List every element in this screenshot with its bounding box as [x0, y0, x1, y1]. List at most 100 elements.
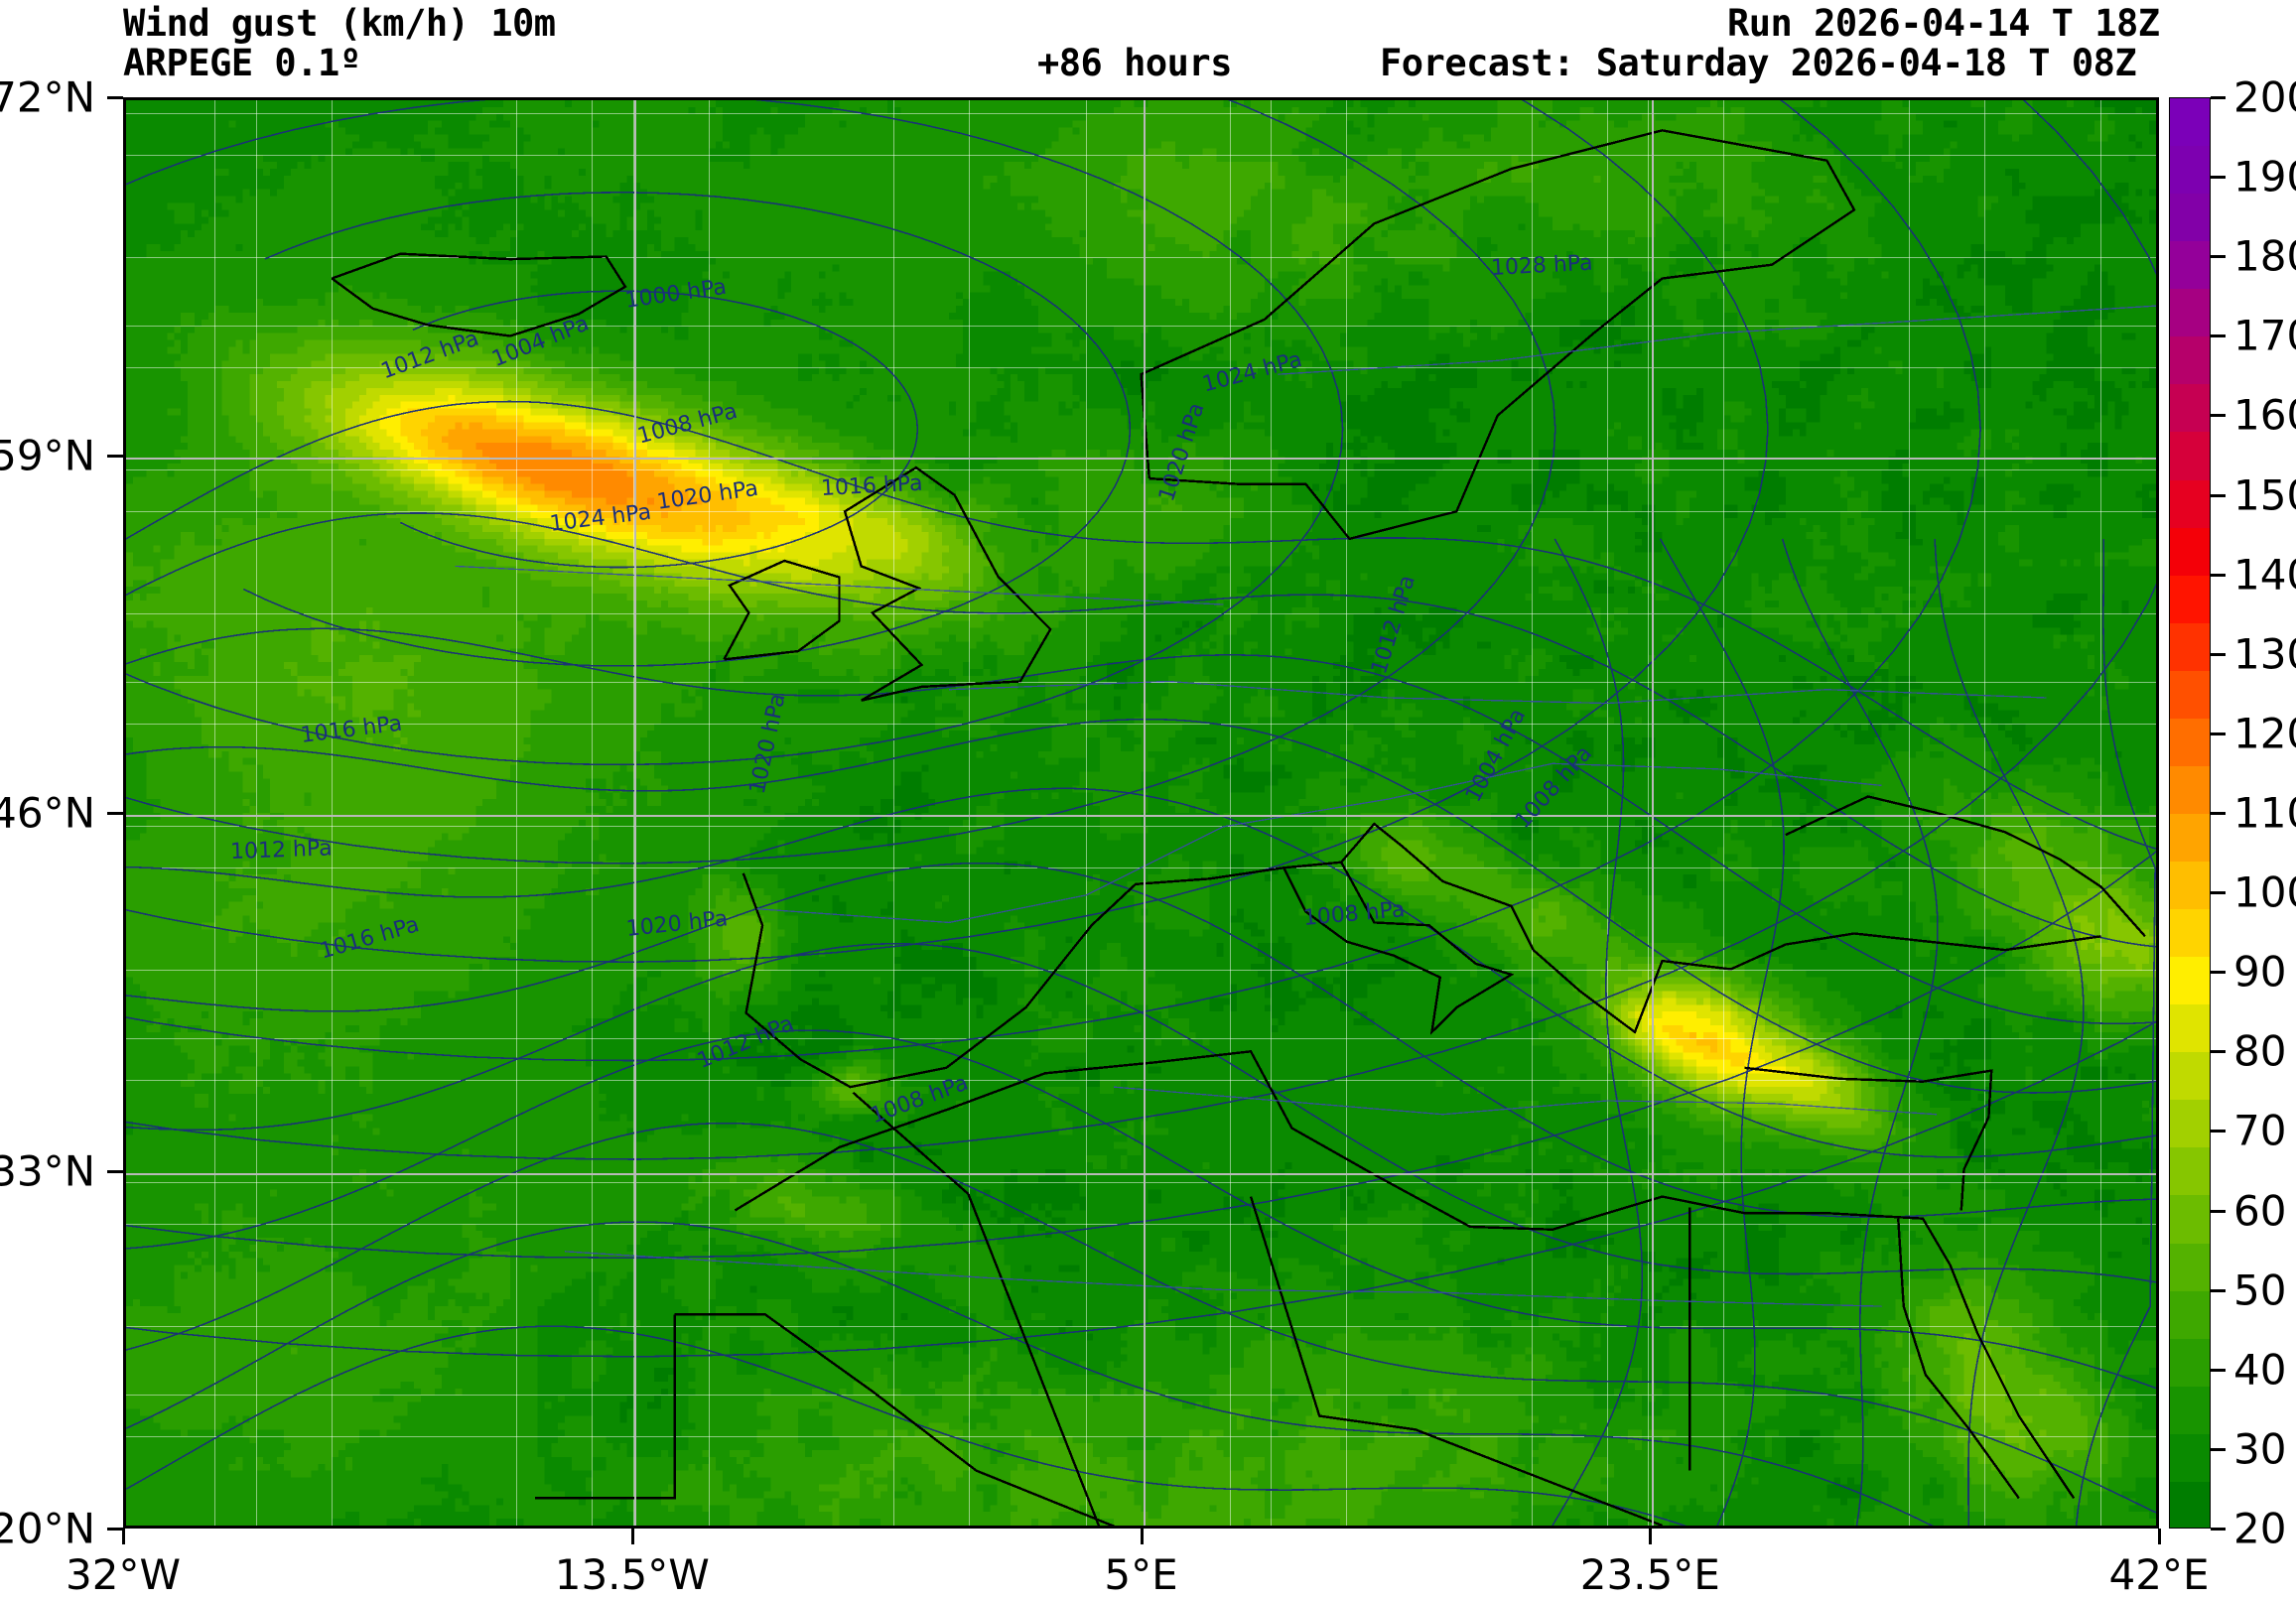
longitude-gridline: [633, 100, 636, 1526]
colorbar-segment: [2170, 146, 2210, 195]
colorbar-tick-label: 110: [2233, 788, 2296, 838]
x-axis-label: 13.5°W: [554, 1550, 710, 1599]
isobar-label: 1012 hPa: [229, 836, 334, 865]
colorbar-segment: [2170, 527, 2210, 576]
isobar-label: 1028 hPa: [1490, 250, 1594, 281]
colorbar: [2169, 97, 2211, 1529]
colorbar-segment: [2170, 1195, 2210, 1244]
x-axis-label: 32°W: [66, 1550, 181, 1599]
y-axis-label: 72°N: [0, 72, 95, 122]
colorbar-tick: [2211, 414, 2226, 418]
colorbar-segment: [2170, 98, 2210, 147]
x-axis-label: 5°E: [1104, 1550, 1178, 1599]
y-axis-label: 33°N: [0, 1146, 95, 1195]
forecast-label: Forecast: Saturday 2026-04-18 T 08Z: [1380, 42, 2137, 84]
colorbar-segment: [2170, 1147, 2210, 1196]
colorbar-tick-label: 80: [2233, 1026, 2287, 1076]
colorbar-segment: [2170, 957, 2210, 1005]
colorbar-segment: [2170, 289, 2210, 337]
model-label: ARPEGE 0.1º: [123, 42, 361, 84]
chart-title: Wind gust (km/h) 10m: [123, 2, 556, 45]
colorbar-tick-label: 30: [2233, 1424, 2287, 1474]
map-plot-area: 1000 hPa 1004 hPa 1012 hPa 1008 hPa 1016 hPa…: [123, 97, 2159, 1529]
colorbar-tick: [2211, 812, 2226, 815]
colorbar-tick: [2211, 96, 2226, 99]
colorbar-segment: [2170, 1243, 2210, 1291]
colorbar-segment: [2170, 765, 2210, 814]
lead-time-label: +86 hours: [1037, 42, 1232, 84]
y-axis-label: 59°N: [0, 431, 95, 479]
x-axis-label: 23.5°E: [1579, 1550, 1720, 1599]
run-label: Run 2026-04-14 T 18Z: [1727, 2, 2160, 45]
x-axis-tick: [122, 1529, 125, 1544]
colorbar-segment: [2170, 384, 2210, 433]
colorbar-tick-label: 20: [2233, 1504, 2287, 1553]
colorbar-segment: [2170, 241, 2210, 290]
colorbar-tick: [2211, 652, 2226, 656]
x-axis-tick: [1649, 1529, 1653, 1544]
colorbar-tick-label: 130: [2233, 629, 2296, 679]
x-axis-tick: [630, 1529, 634, 1544]
colorbar-tick: [2211, 1130, 2226, 1133]
colorbar-segment: [2170, 1481, 2210, 1528]
colorbar-segment: [2170, 1290, 2210, 1339]
colorbar-segment: [2170, 1004, 2210, 1053]
colorbar-tick-label: 50: [2233, 1266, 2287, 1315]
colorbar-segment: [2170, 909, 2210, 958]
colorbar-segment: [2170, 622, 2210, 671]
colorbar-tick-label: 160: [2233, 390, 2296, 440]
colorbar-tick: [2211, 891, 2226, 895]
colorbar-tick: [2211, 971, 2226, 975]
colorbar-tick-label: 60: [2233, 1186, 2287, 1236]
colorbar-segment: [2170, 479, 2210, 528]
colorbar-tick-label: 170: [2233, 311, 2296, 360]
y-axis-tick: [107, 1169, 123, 1173]
x-axis-label: 42°E: [2108, 1550, 2210, 1599]
colorbar-tick: [2211, 1288, 2226, 1292]
isobar-label: 1016 hPa: [820, 470, 924, 501]
wind-gust-field: [126, 100, 2156, 1526]
colorbar-segment: [2170, 575, 2210, 623]
colorbar-tick: [2211, 1447, 2226, 1451]
colorbar-segment: [2170, 670, 2210, 719]
colorbar-segment: [2170, 1338, 2210, 1387]
colorbar-segment: [2170, 194, 2210, 242]
colorbar-segment: [2170, 432, 2210, 480]
y-axis-tick: [107, 454, 123, 458]
colorbar-tick: [2211, 573, 2226, 577]
latitude-gridline: [126, 1172, 2156, 1175]
chart-header: Wind gust (km/h) 10m ARPEGE 0.1º Run 202…: [0, 0, 2296, 97]
y-axis-label: 20°N: [0, 1504, 95, 1553]
colorbar-tick-label: 70: [2233, 1106, 2287, 1155]
colorbar-tick: [2211, 732, 2226, 735]
colorbar-segment: [2170, 813, 2210, 862]
colorbar-tick: [2211, 176, 2226, 180]
y-axis-label: 46°N: [0, 788, 95, 838]
colorbar-segment: [2170, 862, 2210, 910]
longitude-gridline: [1143, 100, 1146, 1526]
y-axis-tick: [107, 812, 123, 815]
colorbar-tick-label: 190: [2233, 152, 2296, 201]
colorbar-tick: [2211, 1528, 2226, 1531]
colorbar-tick: [2211, 1368, 2226, 1372]
colorbar-segment: [2170, 1100, 2210, 1148]
latitude-gridline: [126, 457, 2156, 460]
y-axis-tick: [107, 96, 123, 99]
colorbar-tick-label: 90: [2233, 947, 2287, 997]
colorbar-tick: [2211, 1209, 2226, 1213]
colorbar-tick: [2211, 493, 2226, 497]
colorbar-tick-label: 200: [2233, 72, 2296, 122]
colorbar-tick-label: 180: [2233, 231, 2296, 281]
colorbar-tick-label: 40: [2233, 1345, 2287, 1395]
colorbar-tick-label: 120: [2233, 709, 2296, 758]
latitude-gridline: [126, 815, 2156, 817]
y-axis-tick: [107, 1528, 123, 1531]
colorbar-tick-label: 100: [2233, 867, 2296, 917]
colorbar-tick-label: 150: [2233, 470, 2296, 520]
colorbar-segment: [2170, 1433, 2210, 1482]
colorbar-tick: [2211, 334, 2226, 338]
colorbar-segment: [2170, 1052, 2210, 1101]
x-axis-tick: [2158, 1529, 2161, 1544]
colorbar-segment: [2170, 336, 2210, 385]
x-axis-tick: [1140, 1529, 1144, 1544]
